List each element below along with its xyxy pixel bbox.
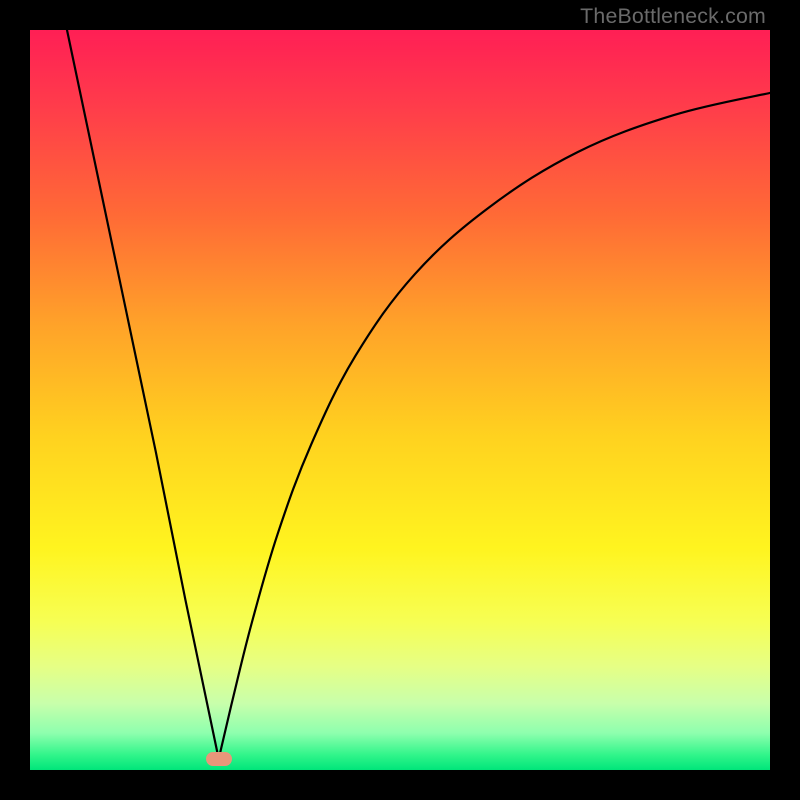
chart-frame: TheBottleneck.com	[0, 0, 800, 800]
gradient-background	[30, 30, 770, 770]
frame-border-left	[0, 0, 30, 800]
frame-border-bottom	[0, 770, 800, 800]
frame-border-right	[770, 0, 800, 800]
plot-area	[30, 30, 770, 770]
watermark-text: TheBottleneck.com	[580, 4, 766, 29]
cusp-marker	[206, 752, 232, 766]
